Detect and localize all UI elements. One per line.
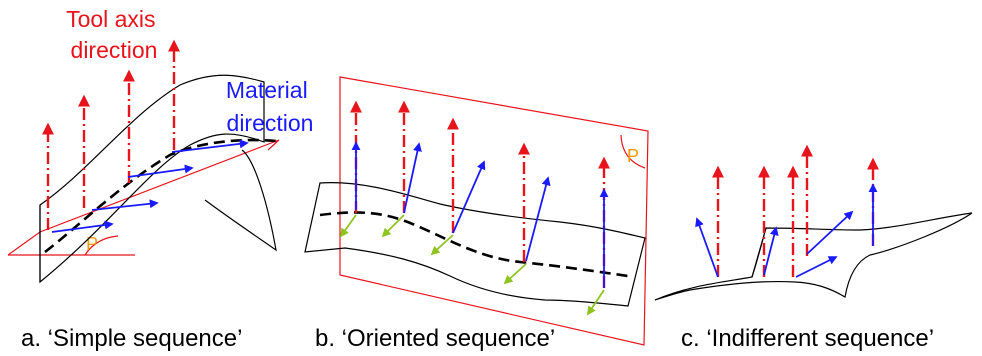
plane-p-b [339,76,649,346]
caption-indifferent-sequence: c. ‘Indifferent sequence’ [681,325,934,352]
dashed-path-b [319,211,629,278]
surface-c [654,212,973,301]
material-vector-b2 [403,142,422,214]
surface-b [304,182,646,307]
caption-simple-sequence: a. ‘Simple sequence’ [21,325,242,352]
material-vector-c4 [806,210,854,255]
panel-simple-sequence: P Tool axis direction Material direction… [7,6,314,352]
secondary-vector-b2 [381,214,405,238]
material-vector-a2 [91,199,159,211]
surface-c-fold [751,227,767,278]
panel-oriented-sequence: P b. ‘Oriented sequence’ [304,76,649,352]
material-direction-label: Material direction [226,77,314,136]
material-vector-a4 [171,139,249,153]
plane-label-b: P [627,146,639,166]
plane-p-a [7,139,280,256]
caption-oriented-sequence: b. ‘Oriented sequence’ [315,325,555,352]
material-vector-c2 [763,226,779,276]
panel-indifferent-sequence: c. ‘Indifferent sequence’ [654,144,973,352]
secondary-vector-b4 [503,263,527,285]
material-vector-c1 [695,217,719,278]
material-vector-a3 [127,164,194,178]
material-vector-c3 [795,256,838,278]
plane-label-a: P [86,234,98,254]
surface-a [39,74,265,284]
surface-a-right-edge [204,149,277,252]
secondary-vector-b1 [339,214,357,238]
dashed-path-a [44,138,277,254]
material-vector-b4 [525,176,551,262]
material-vector-b3 [452,160,486,234]
plane-p-b-arc [620,134,646,169]
secondary-vector-b5 [587,289,605,316]
material-vector-a1 [51,220,114,233]
secondary-vector-b3 [430,234,454,256]
plane-p-a-arc [84,235,119,256]
tool-axis-label: Tool axis direction [66,6,162,63]
